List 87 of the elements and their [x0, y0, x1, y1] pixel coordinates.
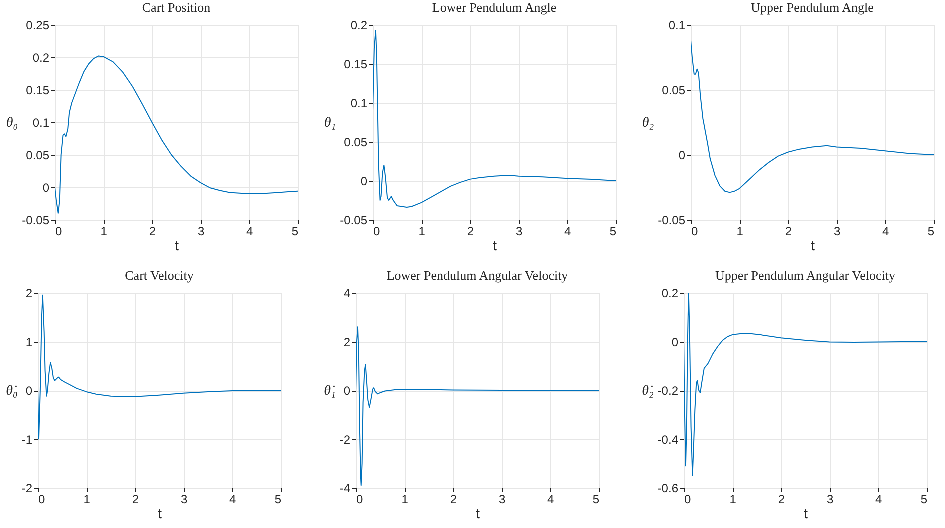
x-tick-label: 5 — [928, 224, 935, 238]
chart-title: Upper Pendulum Angle — [751, 0, 874, 15]
x-tick-label: 4 — [882, 224, 890, 238]
chart-title: Upper Pendulum Angular Velocity — [716, 268, 896, 283]
line-series — [373, 30, 616, 208]
y-tick-label: 0.05 — [26, 148, 50, 162]
x-tick-label: 3 — [180, 492, 188, 506]
y-tick-label: -0.2 — [658, 384, 679, 398]
x-axis-title: t — [811, 238, 816, 254]
y-tick-label: 0 — [678, 148, 686, 162]
y-tick-label: 4 — [344, 286, 351, 300]
x-tick-label: 2 — [149, 224, 156, 238]
x-axis-title: t — [804, 506, 808, 522]
x-tick-label: 1 — [418, 224, 426, 238]
x-tick-label: 2 — [450, 492, 458, 506]
x-tick-label: 3 — [834, 224, 841, 238]
y-tick-label: 0.1 — [32, 116, 50, 130]
x-tick-label: 5 — [592, 492, 600, 506]
line-series — [691, 40, 934, 194]
x-tick-label: 5 — [920, 492, 928, 506]
y-tick-label: 0.15 — [344, 58, 368, 72]
y-tick-label: 0 — [672, 335, 679, 350]
y-tick-label: -0.05 — [22, 214, 50, 228]
y-tick-label: 0.1 — [350, 96, 368, 110]
y-tick-label: -0.4 — [658, 432, 679, 447]
x-axis-title: t — [476, 506, 480, 522]
y-tick-label: 0.1 — [668, 18, 686, 32]
y-tick-label: -2 — [22, 482, 33, 496]
y-tick-label: 2 — [26, 286, 33, 300]
x-tick-label: 4 — [564, 224, 572, 238]
chart-title: Cart Position — [142, 0, 212, 15]
x-tick-label: 0 — [56, 224, 62, 238]
x-tick-label: 4 — [246, 224, 254, 238]
y-tick-label: -4 — [340, 482, 351, 496]
x-tick-label: 3 — [826, 492, 834, 506]
y-tick-label: 0.25 — [26, 18, 50, 32]
y-tick-label: 0.2 — [350, 18, 368, 32]
x-tick-label: 2 — [785, 224, 792, 238]
y-tick-label: 0.2 — [32, 51, 50, 65]
y-axis-title: θ₁ — [324, 116, 336, 131]
y-tick-label: -0.05 — [658, 214, 686, 228]
line-series — [55, 56, 298, 214]
y-tick-label: 0.05 — [662, 84, 686, 98]
x-axis-title: t — [175, 238, 180, 254]
y-axis-title: θ̇₂ — [642, 384, 654, 399]
x-axis-title: t — [493, 238, 498, 254]
x-tick-label: 1 — [84, 492, 91, 506]
x-tick-label: 4 — [230, 492, 237, 506]
y-axis-title: θ₂ — [642, 116, 654, 131]
x-tick-label: 4 — [876, 492, 883, 506]
y-tick-label: 0 — [26, 384, 33, 398]
y-tick-label: -0.05 — [340, 214, 368, 228]
x-tick-label: 0 — [692, 224, 698, 238]
x-tick-label: 3 — [498, 492, 506, 506]
y-tick-label: 0 — [42, 181, 50, 195]
y-tick-label: 2 — [344, 335, 351, 350]
y-axis-title: θ̇₀ — [6, 384, 18, 399]
y-tick-label: 0.05 — [344, 136, 368, 150]
y-tick-label: 0.2 — [662, 286, 679, 300]
x-tick-label: 4 — [548, 492, 555, 506]
x-tick-label: 2 — [132, 492, 140, 506]
y-tick-label: 0.15 — [26, 84, 50, 98]
x-tick-label: 1 — [736, 224, 744, 238]
y-tick-label: -1 — [22, 432, 33, 447]
line-series — [356, 326, 599, 486]
x-tick-label: 2 — [778, 492, 786, 506]
x-tick-label: 3 — [198, 224, 205, 238]
y-axis-title: θ₀ — [6, 116, 18, 131]
chart-title: Lower Pendulum Angle — [432, 0, 557, 15]
x-tick-label: 5 — [274, 492, 282, 506]
x-tick-label: 1 — [730, 492, 737, 506]
y-axis-title: θ̇₁ — [324, 384, 336, 399]
y-tick-label: 0 — [360, 174, 368, 188]
x-tick-label: 5 — [610, 224, 617, 238]
x-tick-label: 5 — [292, 224, 299, 238]
x-tick-label: 2 — [467, 224, 474, 238]
y-tick-label: -0.6 — [658, 482, 679, 496]
x-tick-label: 0 — [374, 224, 380, 238]
x-tick-label: 3 — [516, 224, 523, 238]
chart-title: Cart Velocity — [125, 268, 194, 283]
x-axis-title: t — [158, 506, 162, 522]
chart-title: Lower Pendulum Angular Velocity — [386, 268, 569, 283]
y-tick-label: -2 — [340, 432, 351, 447]
x-tick-label: 1 — [402, 492, 409, 506]
y-tick-label: 1 — [26, 335, 33, 350]
y-tick-label: 0 — [344, 384, 351, 398]
x-tick-label: 1 — [100, 224, 108, 238]
